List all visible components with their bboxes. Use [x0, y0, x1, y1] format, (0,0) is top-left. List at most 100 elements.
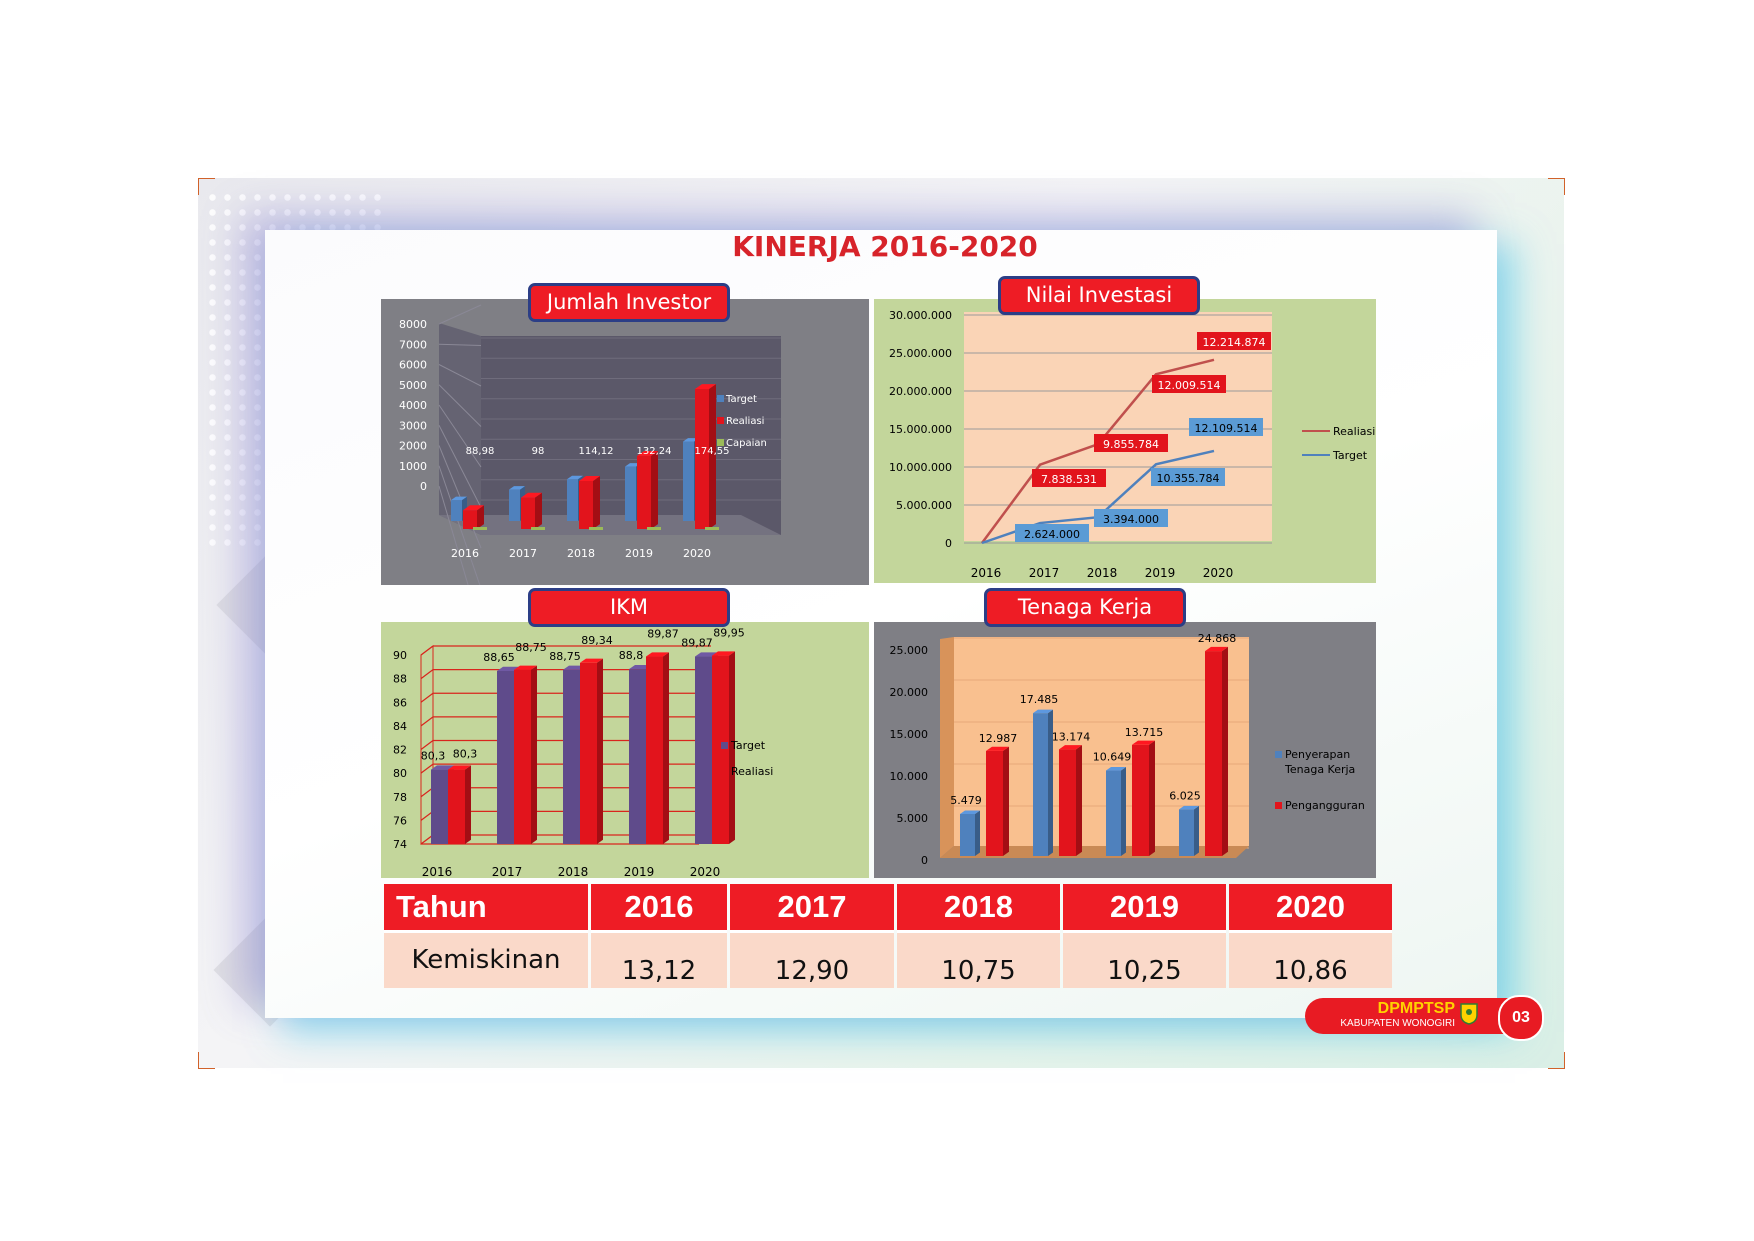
bar-penyerapan-top [1033, 709, 1053, 714]
bar-pengangguran [1059, 745, 1082, 856]
y-tick-label: 8000 [399, 318, 427, 331]
y-tick-label: 78 [393, 791, 407, 804]
bar-realiasi-side [709, 384, 716, 529]
bar-realiasi-top [712, 651, 735, 656]
x-tick-label: 2016 [422, 865, 453, 878]
bar-realiasi [712, 651, 735, 844]
bar-realiasi-top [514, 665, 537, 670]
corner-mark [198, 178, 215, 195]
bar-realiasi [695, 384, 716, 529]
x-tick-label: 2016 [971, 566, 1002, 580]
bar-realiasi [637, 450, 658, 529]
table-cell: Kemiskinan [384, 933, 588, 988]
bar-realiasi-front [514, 669, 531, 844]
table-cell: 10,86 [1229, 933, 1392, 988]
data-label: 12.987 [979, 732, 1018, 745]
data-label-box [1015, 524, 1089, 542]
investor-chart-title: Jumlah Investor [528, 283, 730, 322]
bar-realiasi-front [637, 455, 651, 529]
legend-label: Tenaga Kerja [1284, 763, 1355, 776]
data-label: 88,8 [619, 649, 644, 662]
y-tick-label: 25.000.000 [889, 347, 952, 360]
y-tick-label: 0 [420, 480, 427, 493]
legend-label: Capaian [726, 438, 767, 449]
y-tick-label: 84 [393, 720, 407, 733]
y-tick-label: 0 [921, 854, 928, 867]
grid-line [438, 304, 482, 325]
bar-realiasi [646, 652, 669, 844]
bar-realiasi-front [448, 769, 465, 844]
y-tick-label: 5.000 [897, 812, 929, 825]
table-cell: 10,25 [1063, 933, 1226, 988]
x-tick-label: 2019 [624, 865, 655, 878]
bar-realiasi-front [695, 389, 709, 529]
grid-line [420, 716, 434, 727]
bar-pengangguran [1205, 646, 1228, 856]
data-label: 88,75 [515, 641, 547, 654]
grid-line [438, 384, 482, 427]
bar-target-front [451, 500, 462, 521]
data-label: 9.855.784 [1103, 438, 1159, 451]
y-tick-label: 88 [393, 673, 407, 686]
table-header-cell: 2019 [1063, 884, 1226, 933]
x-tick-label: 2017 [509, 547, 537, 560]
bar-target-front [497, 670, 514, 844]
bar-pengangguran-front [986, 750, 1003, 856]
bar-penyerapan-top [1179, 805, 1199, 810]
bar-realiasi-side [465, 765, 471, 844]
data-label-box [1197, 332, 1271, 350]
page-title: KINERJA 2016-2020 [732, 230, 1038, 263]
data-label-box [1189, 418, 1263, 436]
table-header-cell: 2017 [730, 884, 894, 933]
chart-side-wall [940, 637, 954, 858]
y-tick-label: 20.000 [890, 686, 929, 699]
table-header-cell: Tahun [384, 884, 588, 933]
legend-swatch [721, 768, 728, 775]
data-label-box [1151, 468, 1225, 486]
table-header-cell: 2020 [1229, 884, 1392, 933]
grid-line [438, 343, 482, 346]
y-tick-label: 30.000.000 [889, 309, 952, 322]
table-cell: 12,90 [730, 933, 894, 988]
chart-floor [439, 515, 781, 535]
legend-label: Realiasi [1333, 425, 1375, 438]
y-tick-label: 5.000.000 [896, 499, 952, 512]
legend-swatch [717, 439, 724, 446]
bar-capaian [473, 527, 487, 530]
bar-target-front [625, 466, 636, 521]
grid-line [438, 404, 482, 468]
data-label-box [1152, 375, 1226, 393]
grid-line [438, 485, 469, 585]
data-label: 174,55 [695, 446, 730, 457]
bar-target-top [431, 765, 454, 770]
corner-mark [198, 1052, 215, 1069]
data-label: 80,3 [421, 750, 446, 763]
bar-target-top [451, 496, 467, 501]
data-label: 5.479 [950, 794, 982, 807]
data-label: 89,87 [647, 628, 679, 641]
legend-label: Target [1332, 449, 1368, 462]
bar-penyerapan-front [1033, 713, 1048, 856]
data-label: 12.214.874 [1203, 336, 1266, 349]
bar-pengangguran-front [1132, 744, 1149, 856]
bar-target-front [567, 479, 578, 521]
legend-label: Target [730, 739, 766, 752]
grid-line [420, 669, 434, 680]
bar-penyerapan [1106, 767, 1126, 856]
bar-target-front [683, 441, 694, 521]
grid-line [420, 645, 434, 656]
data-label: 12.109.514 [1195, 422, 1258, 435]
bar-penyerapan [960, 810, 980, 856]
legend-label: Penyerapan [1285, 748, 1350, 761]
bar-realiasi-side [597, 658, 603, 844]
x-tick-label: 2020 [1183, 877, 1214, 878]
investor-chart: 0 1000 2000 3000 4000 5000 6000 7000 8000 2016 20… [381, 299, 869, 585]
bar-realiasi-front [521, 497, 535, 529]
x-tick-label: 2020 [1203, 566, 1234, 580]
bar-capaian [647, 527, 661, 530]
bar-realiasi [580, 658, 603, 844]
data-label: 3.394.000 [1103, 513, 1159, 526]
data-label-box [1094, 434, 1168, 452]
corner-mark [1548, 1052, 1565, 1069]
bar-penyerapan-front [960, 813, 975, 856]
